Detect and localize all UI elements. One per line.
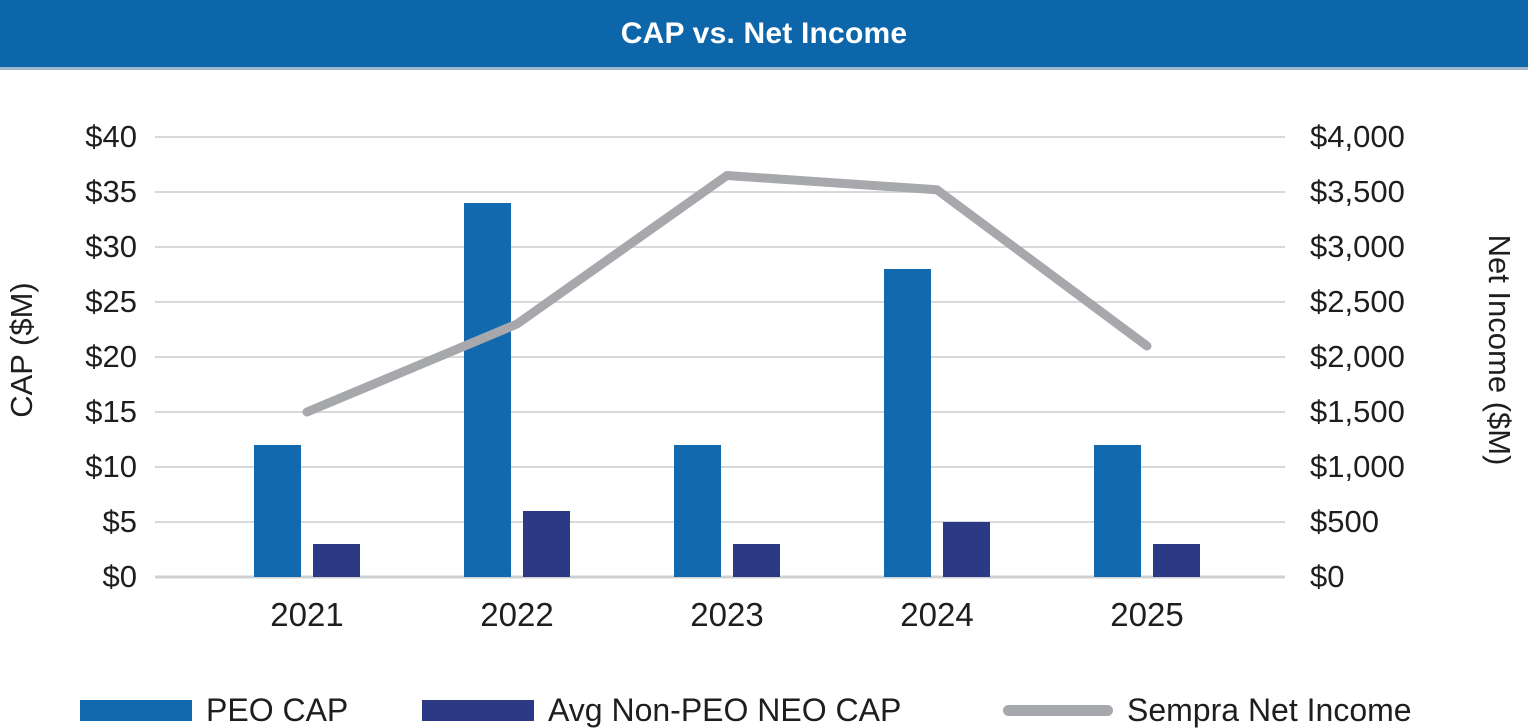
right-axis-tick: $0 <box>1310 559 1345 594</box>
bar-peo-cap-2025 <box>1094 445 1141 577</box>
legend-item-peo-cap: PEO CAP <box>80 690 348 728</box>
bar-avg-non-peo-neo-cap-2022 <box>523 511 570 577</box>
line-sempra-net-income <box>302 171 1152 417</box>
left-axis-tick: $10 <box>85 449 137 484</box>
chart-title: CAP vs. Net Income <box>620 16 908 50</box>
right-axis-tick: $500 <box>1310 504 1379 539</box>
bar-avg-non-peo-neo-cap-2021 <box>313 544 360 577</box>
plot-area <box>155 136 1285 579</box>
left-axis-tick: $30 <box>85 229 137 264</box>
right-axis-tick: $3,500 <box>1310 174 1405 209</box>
right-axis-tick: $4,000 <box>1310 119 1405 154</box>
legend-label: PEO CAP <box>206 691 349 728</box>
bar-avg-non-peo-neo-cap-2023 <box>733 544 780 577</box>
x-axis-tick-2024: 2024 <box>900 596 974 633</box>
right-axis-tick: $2,500 <box>1310 284 1405 319</box>
bar-avg-non-peo-neo-cap-2025 <box>1153 544 1200 577</box>
right-axis-tick: $3,000 <box>1310 229 1405 264</box>
left-axis-tick: $25 <box>85 284 137 319</box>
left-axis-ticks: $0 $5 $10 $15 $20 $25 $30 $35 $40 <box>0 0 137 728</box>
chart-title-bar: CAP vs. Net Income <box>0 0 1528 70</box>
legend-label: Sempra Net Income <box>1127 691 1412 728</box>
left-axis-tick: $15 <box>85 394 137 429</box>
bar-avg-non-peo-neo-cap-2024 <box>943 522 990 577</box>
left-axis-tick: $35 <box>85 174 137 209</box>
right-axis-tick: $2,000 <box>1310 339 1405 374</box>
bar-peo-cap-2022 <box>464 203 511 577</box>
bar-peo-cap-2023 <box>674 445 721 577</box>
x-axis-tick-2022: 2022 <box>480 596 554 633</box>
bar-peo-cap-2021 <box>254 445 301 577</box>
left-axis-tick: $40 <box>85 119 137 154</box>
peo-cap-swatch-icon <box>80 699 192 721</box>
left-axis-tick: $5 <box>102 504 137 539</box>
legend-item-sempra-net-income: Sempra Net Income <box>1003 690 1412 728</box>
right-axis-tick: $1,500 <box>1310 394 1405 429</box>
left-axis-tick: $20 <box>85 339 137 374</box>
x-axis-tick-2021: 2021 <box>270 596 344 633</box>
right-axis-ticks: $0 $500 $1,000 $1,500 $2,000 $2,500 $3,000 $3,5… <box>1310 0 1490 728</box>
sempra-net-income-line-swatch-icon <box>1003 704 1113 716</box>
avg-non-peo-neo-cap-swatch-icon <box>422 699 534 721</box>
left-axis-tick: $0 <box>102 559 137 594</box>
x-axis-tick-2023: 2023 <box>690 596 764 633</box>
legend-label: Avg Non-PEO NEO CAP <box>548 691 902 728</box>
bar-peo-cap-2024 <box>884 269 931 577</box>
x-axis-tick-2025: 2025 <box>1110 596 1184 633</box>
legend-item-avg-non-peo-neo-cap: Avg Non-PEO NEO CAP <box>422 690 901 728</box>
right-axis-tick: $1,000 <box>1310 449 1405 484</box>
